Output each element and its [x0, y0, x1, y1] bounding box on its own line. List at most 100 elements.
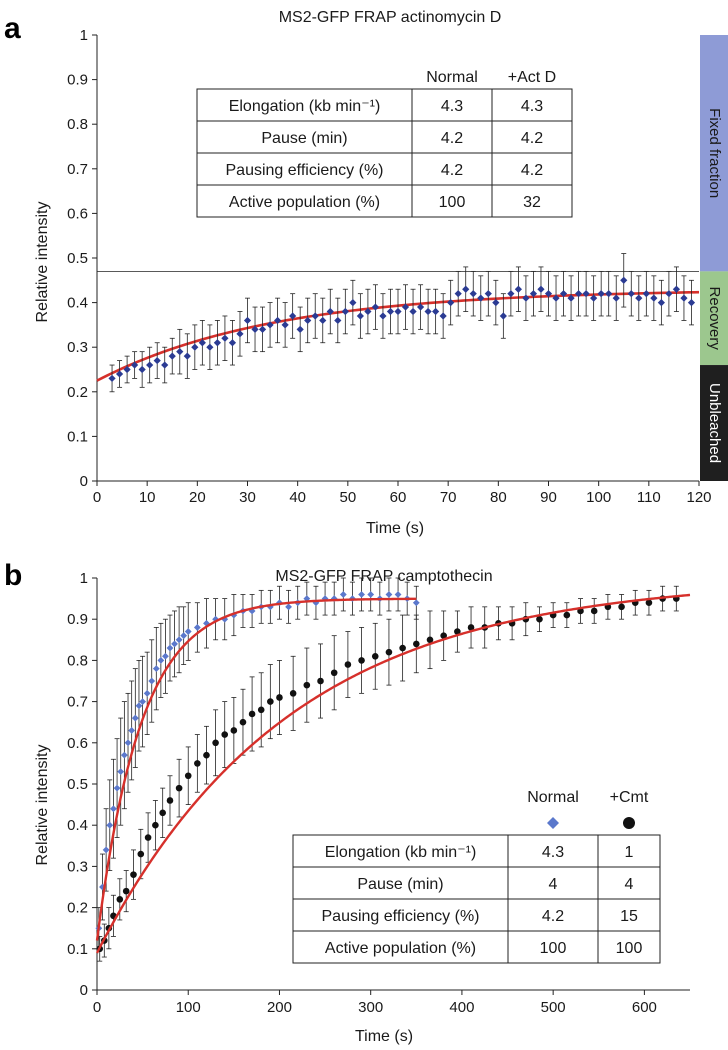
data-point-a	[650, 294, 658, 302]
table-header-a: Normal	[426, 69, 478, 86]
data-point-normal	[106, 821, 114, 829]
table-cell-b: 4	[625, 876, 634, 893]
data-point-cmt	[116, 896, 124, 903]
data-point-a	[168, 352, 176, 360]
table-row-label-b: Pause (min)	[357, 876, 443, 893]
data-point-normal	[135, 702, 143, 710]
data-point-a	[462, 285, 470, 293]
data-point-normal	[358, 591, 365, 598]
y-tick-label-a: 0.3	[67, 339, 88, 356]
x-tick-label-a: 90	[540, 489, 557, 506]
table-cell-a: 4.2	[441, 130, 463, 147]
data-point-a	[394, 307, 402, 316]
data-point-a	[605, 290, 613, 298]
table-row-label-b: Active population (%)	[325, 940, 476, 957]
data-point-normal	[175, 636, 183, 644]
data-point-normal	[124, 739, 132, 747]
y-tick-label-a: 0.4	[67, 295, 88, 312]
data-point-normal	[367, 591, 375, 598]
data-point-a	[198, 339, 206, 347]
data-point-a	[311, 312, 319, 320]
table-header-b: +Cmt	[610, 789, 649, 806]
data-point-cmt	[248, 710, 256, 718]
data-point-cmt	[276, 694, 283, 701]
data-point-a	[484, 290, 492, 298]
table-cell-a: 4.3	[521, 98, 543, 115]
data-point-a	[371, 303, 380, 311]
data-point-cmt	[467, 624, 475, 631]
data-point-cmt	[175, 784, 183, 792]
table-header-b: Normal	[527, 789, 579, 806]
data-point-cmt	[426, 636, 434, 644]
data-point-cmt	[289, 690, 297, 697]
table-row-label-a: Pause (min)	[261, 130, 347, 147]
x-axis-label-b: Time (s)	[355, 1028, 413, 1045]
data-point-normal	[285, 603, 292, 611]
legend-marker-normal	[547, 817, 559, 829]
data-point-a	[123, 365, 131, 374]
data-point-a	[153, 356, 161, 365]
data-point-cmt	[536, 615, 543, 623]
band-recovery	[700, 271, 728, 366]
x-tick-label-b: 300	[358, 999, 383, 1016]
data-point-a	[544, 290, 553, 298]
table-row-label-a: Elongation (kb min⁻¹)	[229, 98, 381, 115]
data-point-cmt	[413, 640, 420, 648]
data-point-a	[386, 307, 395, 316]
data-point-a	[559, 290, 568, 298]
data-point-cmt	[230, 727, 238, 734]
band-label: Recovery	[706, 287, 723, 351]
data-point-normal	[117, 768, 125, 776]
table-cell-a: 4.2	[441, 162, 463, 179]
data-point-cmt	[239, 718, 247, 726]
data-point-a	[213, 339, 221, 347]
data-point-a	[138, 365, 146, 374]
data-point-a	[183, 352, 191, 360]
table-cell-b: 100	[540, 940, 567, 957]
band-label: Unbleached	[706, 383, 723, 463]
data-point-a	[146, 361, 154, 369]
table-row-label-a: Pausing efficiency (%)	[226, 162, 384, 179]
table-cell-a: 4.3	[441, 98, 463, 115]
y-tick-label-a: 0	[80, 473, 88, 490]
data-point-normal	[139, 698, 147, 705]
table-cell-b: 4	[549, 876, 558, 893]
y-axis-label-a: Relative intensity	[34, 202, 51, 323]
data-point-a	[274, 316, 282, 325]
data-point-cmt	[122, 887, 130, 895]
data-point-cmt	[130, 871, 137, 878]
panel-a: a MS2-GFP FRAP actinomycin D Relative in…	[4, 9, 728, 537]
data-point-a	[642, 290, 650, 298]
table-cell-a: 32	[523, 194, 541, 211]
data-point-a	[236, 330, 244, 338]
data-point-a	[326, 307, 334, 316]
data-point-cmt	[590, 607, 598, 615]
data-point-cmt	[212, 739, 219, 747]
data-point-cmt	[166, 797, 174, 804]
x-tick-label-b: 500	[541, 999, 566, 1016]
y-tick-label-a: 0.2	[67, 384, 88, 401]
x-tick-label-b: 100	[176, 999, 201, 1016]
data-point-cmt	[563, 611, 571, 619]
data-point-cmt	[257, 706, 265, 714]
data-point-a	[334, 316, 342, 325]
table-cell-b: 4.3	[542, 844, 564, 861]
data-point-a	[289, 312, 297, 320]
data-point-a	[432, 307, 440, 316]
data-point-a	[379, 312, 387, 320]
data-point-normal	[148, 677, 156, 685]
data-point-normal	[113, 784, 121, 792]
data-point-normal	[131, 714, 139, 722]
legend-marker-cmt	[623, 817, 635, 829]
x-tick-label-a: 30	[239, 489, 256, 506]
data-point-cmt	[371, 652, 379, 660]
y-tick-label-b: 1	[80, 570, 88, 587]
y-tick-label-b: 0.7	[67, 694, 88, 711]
panel-letter-b: b	[4, 559, 22, 592]
data-point-a	[507, 290, 515, 298]
x-tick-label-a: 0	[93, 489, 101, 506]
data-point-normal	[120, 751, 128, 759]
data-point-a	[424, 307, 432, 316]
data-point-normal	[166, 644, 174, 652]
data-point-a	[349, 299, 357, 307]
